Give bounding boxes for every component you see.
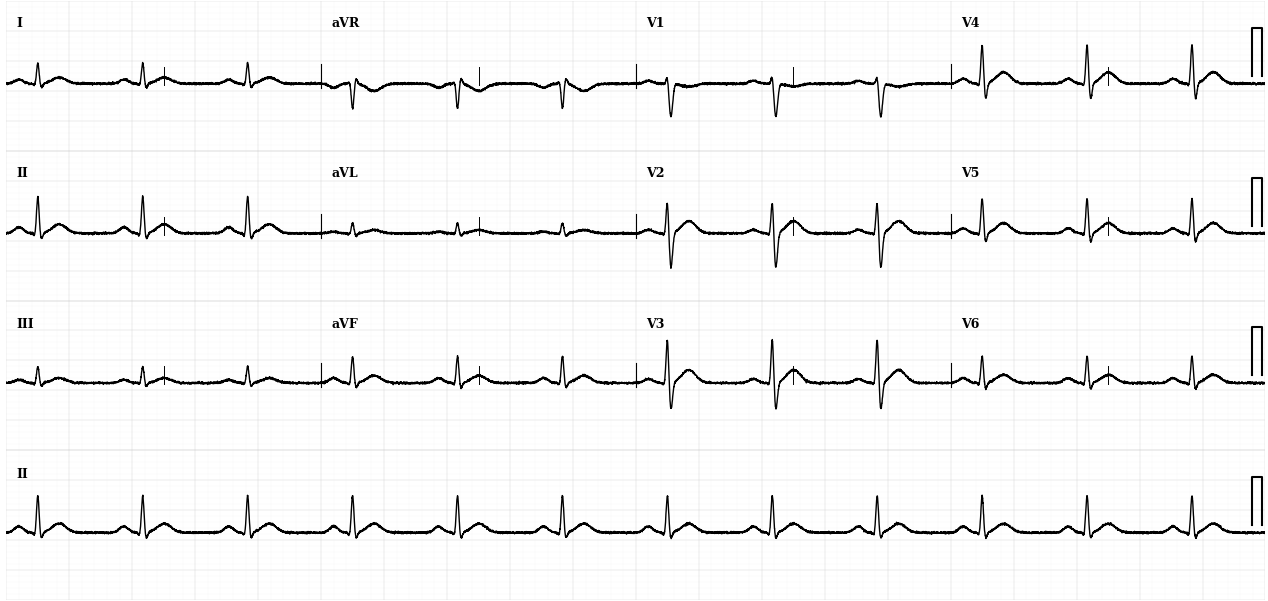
Text: aVL: aVL: [331, 167, 358, 180]
Text: I: I: [16, 17, 23, 30]
Text: V2: V2: [645, 167, 664, 180]
Text: V1: V1: [645, 17, 664, 30]
Text: III: III: [16, 317, 34, 331]
Text: aVR: aVR: [331, 17, 360, 30]
Text: II: II: [16, 468, 28, 481]
Text: II: II: [16, 167, 28, 180]
Text: aVF: aVF: [331, 317, 358, 331]
Text: V3: V3: [645, 317, 664, 331]
Text: V6: V6: [961, 317, 979, 331]
Text: V4: V4: [961, 17, 979, 30]
Text: V5: V5: [961, 167, 979, 180]
